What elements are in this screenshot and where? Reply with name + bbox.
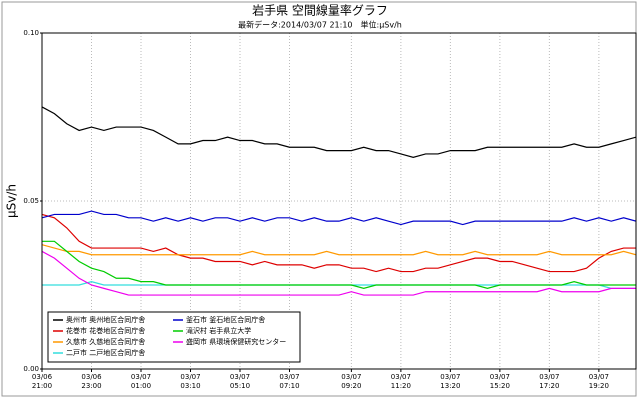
y-tick-label: 0.10 <box>23 29 39 37</box>
legend-label: 久慈市 久慈地区合同庁舎 <box>66 337 145 346</box>
legend-label: 花巻市 花巻地区合同庁舎 <box>66 326 145 335</box>
legend-label: 奥州市 奥州地区合同庁舎 <box>66 315 145 324</box>
plot-border <box>41 32 637 370</box>
series-line <box>41 213 636 273</box>
y-tick-label: 0.00 <box>23 365 39 373</box>
series-line <box>41 250 636 296</box>
x-tick-label: 03/07 05:10 <box>230 373 250 390</box>
series-line <box>41 244 637 256</box>
x-tick-label: 03/07 07:10 <box>279 373 299 390</box>
y-tick-label: 0.05 <box>23 197 39 205</box>
x-tick-label: 03/07 13:20 <box>440 373 460 390</box>
series-line <box>41 210 637 226</box>
legend-label: 釜石市 釜石地区合同庁舎 <box>186 315 265 324</box>
series-line <box>41 106 637 158</box>
legend-label: 二戸市 二戸地区合同庁舎 <box>66 348 145 357</box>
x-tick-label: 03/07 09:20 <box>341 373 361 390</box>
x-tick-label: 03/07 03:10 <box>180 373 200 390</box>
chart-subtitle: 最新データ:2014/03/07 21:10 単位:μSv/h <box>238 20 402 30</box>
x-tick-label: 03/07 15:20 <box>490 373 510 390</box>
x-tick-label: 03/07 01:00 <box>131 373 151 390</box>
series-line <box>42 240 636 289</box>
x-tick-label: 03/07 17:20 <box>539 373 559 390</box>
chart-title: 岩手県 空間線量率グラフ <box>252 3 388 18</box>
x-tick-label: 03/07 19:20 <box>589 373 609 390</box>
y-axis-label: μSv/h <box>5 184 19 218</box>
legend-label: 盛岡市 県環境保健研究センター <box>186 337 286 346</box>
x-tick-label: 03/06 23:00 <box>81 373 102 390</box>
legend-label: 滝沢村 岩手県立大学 <box>186 326 251 335</box>
x-tick-label: 03/07 11:20 <box>391 373 411 390</box>
x-tick-label: 03/06 21:00 <box>32 373 53 390</box>
